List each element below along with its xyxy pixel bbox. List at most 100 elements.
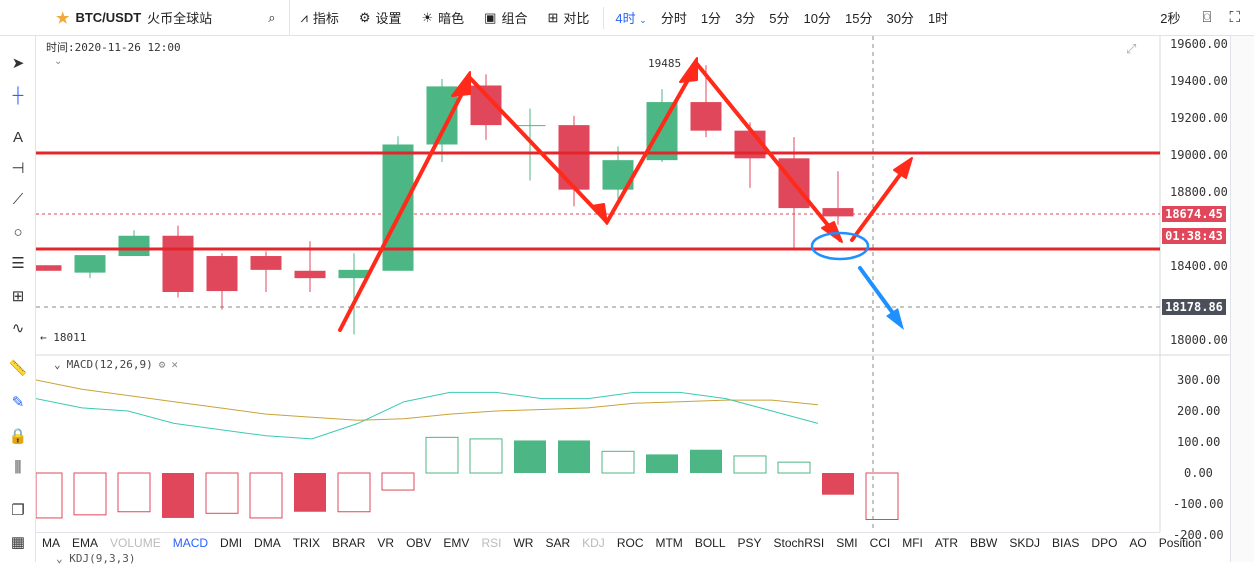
macd-tick: 100.00	[1177, 435, 1221, 449]
indicator-tab-skdj[interactable]: SKDJ	[1009, 536, 1041, 550]
brush-icon[interactable]: ✎	[11, 394, 25, 411]
indicators-button[interactable]: ⩘ 指标	[290, 0, 348, 35]
indicator-tab-dma[interactable]: DMA	[254, 536, 281, 550]
interval-4h[interactable]: 4时 ⌄	[608, 8, 653, 27]
star-icon[interactable]: ★	[56, 9, 70, 27]
candle-body	[690, 102, 722, 131]
chart-canvas[interactable]	[36, 36, 1230, 532]
indicator-tab-vr[interactable]: VR	[377, 536, 395, 550]
lock-icon[interactable]: 🔒	[8, 428, 28, 445]
cursor-arrow-icon[interactable]: ➤	[11, 55, 25, 72]
indicator-tab-bbw[interactable]: BBW	[970, 536, 998, 550]
kdj-legend: ⌄ KDJ(9,3,3)	[56, 552, 135, 565]
macd-histogram-bar	[469, 438, 503, 474]
chevron-down-icon[interactable]: ⌄	[54, 358, 61, 371]
crosshair-icon[interactable]: ┼	[12, 86, 24, 104]
interval-timeline[interactable]: 分时	[660, 11, 687, 26]
price-tick: 19200.00	[1170, 111, 1228, 125]
price-tick: 18800.00	[1170, 185, 1228, 199]
macd-histogram-bar	[294, 473, 326, 512]
macd-tick: 0.00	[1184, 466, 1213, 480]
copy-icon[interactable]: ❐	[11, 502, 25, 519]
macd-dea-line	[36, 379, 819, 421]
indicator-tab-sar[interactable]: SAR	[545, 536, 571, 550]
indicator-tab-obv[interactable]: OBV	[406, 536, 432, 550]
text-tool-icon[interactable]: A	[12, 128, 23, 146]
indicator-tab-boll[interactable]: BOLL	[694, 536, 726, 550]
indicator-tab-stochrsi[interactable]: StochRSI	[773, 536, 825, 550]
parallel-lines-icon[interactable]: ☰	[11, 255, 25, 272]
trend-line-icon[interactable]: ⟋	[12, 190, 24, 208]
interval-1m[interactable]: 1分	[700, 11, 722, 26]
candles-icon[interactable]: ⫼	[14, 458, 22, 476]
indicator-tab-psy[interactable]: PSY	[737, 536, 762, 550]
indicator-tab-atr[interactable]: ATR	[934, 536, 959, 550]
collapse-chevron-icon[interactable]: ⌄	[54, 56, 63, 67]
countdown-badge: 01:38:43	[1162, 228, 1226, 244]
indicator-tab-mfi[interactable]: MFI	[902, 536, 923, 550]
indicator-tab-macd[interactable]: MACD	[172, 536, 209, 550]
indicator-tab-wr[interactable]: WR	[513, 536, 534, 550]
macd-histogram-bar	[205, 472, 239, 514]
macd-histogram-bar	[514, 440, 546, 473]
interval-1h[interactable]: 1时	[927, 11, 949, 26]
refresh-rate[interactable]: 2秒	[1160, 11, 1181, 26]
close-icon[interactable]: ✕	[171, 358, 178, 371]
interval-10m[interactable]: 10分	[803, 11, 831, 26]
high-price-label: 19485	[648, 57, 682, 70]
interval-5m[interactable]: 5分	[769, 11, 790, 26]
arrowhead-2	[591, 203, 608, 225]
layout-button[interactable]: ▣ 组合	[474, 0, 537, 35]
indicator-tab-cci[interactable]: CCI	[869, 536, 891, 550]
ruler-icon[interactable]: 📏	[8, 360, 28, 377]
macd-histogram-bar	[777, 461, 811, 474]
indicator-tab-roc[interactable]: ROC	[616, 536, 644, 550]
chevron-down-icon[interactable]: ⌄	[56, 552, 70, 565]
datetime-label: 时间:2020-11-26 12:00	[46, 41, 181, 54]
settings-button[interactable]: ⚙ 设置	[349, 0, 412, 35]
indicator-tab-brar[interactable]: BRAR	[332, 536, 366, 550]
indicator-tab-bias[interactable]: BIAS	[1052, 536, 1080, 550]
indicator-tab-smi[interactable]: SMI	[836, 536, 858, 550]
symbol-name: BTC/USDT	[75, 10, 142, 25]
indicator-tab-ao[interactable]: AO	[1129, 536, 1147, 550]
macd-histogram-bar	[733, 455, 767, 474]
wave-tool-icon[interactable]: ∿	[11, 320, 25, 337]
symbol-selector[interactable]: ★ BTC/USDT 火币全球站 ⌕	[0, 0, 291, 35]
indicator-tab-dpo[interactable]: DPO	[1091, 536, 1118, 550]
down-arrow-line	[858, 266, 900, 322]
dark-mode-button[interactable]: ☀ 暗色	[412, 0, 475, 35]
camera-icon[interactable]: ⌼	[1202, 9, 1212, 26]
indicator-tab-trix[interactable]: TRIX	[292, 536, 321, 550]
price-tick: 18000.00	[1170, 333, 1228, 347]
macd-histogram-bar	[249, 472, 283, 519]
indicator-tab-mtm[interactable]: MTM	[655, 536, 683, 550]
search-icon[interactable]: ⌕	[268, 9, 276, 25]
expand-pane-icon[interactable]: ⤢	[1126, 41, 1137, 56]
chart-icon: ⩘	[300, 9, 308, 25]
arrowhead-3	[679, 57, 698, 83]
indicator-tab-kdj[interactable]: KDJ	[582, 536, 605, 550]
macd-histogram-bar	[381, 472, 415, 491]
indicator-tab-volume[interactable]: VOLUME	[110, 536, 161, 550]
exchange-name: 火币全球站	[147, 11, 213, 26]
indicator-tab-ema[interactable]: EMA	[72, 536, 99, 550]
indicator-tab-rsi[interactable]: RSI	[481, 536, 502, 550]
indicator-tab-position[interactable]: Position	[1158, 536, 1202, 550]
calendar-icon[interactable]: ▦	[10, 534, 26, 551]
macd-histogram-bar	[865, 472, 899, 520]
price-tick: 19400.00	[1170, 74, 1228, 88]
indicator-tab-ma[interactable]: MA	[42, 536, 60, 550]
interval-15m[interactable]: 15分	[845, 11, 873, 26]
horizontal-line-icon[interactable]: ⊣	[11, 160, 25, 177]
compare-button[interactable]: ⊞ 对比	[537, 0, 599, 35]
gear-icon[interactable]: ⚙	[158, 358, 166, 371]
interval-30m[interactable]: 30分	[886, 11, 914, 26]
grid-tool-icon[interactable]: ⊞	[11, 288, 25, 305]
indicator-tab-emv[interactable]: EMV	[443, 536, 470, 550]
indicator-tab-dmi[interactable]: DMI	[220, 536, 243, 550]
candle-body	[250, 256, 282, 270]
fullscreen-icon[interactable]: ⛶	[1229, 9, 1240, 26]
circle-tool-icon[interactable]: ○	[13, 223, 23, 241]
interval-3m[interactable]: 3分	[735, 11, 756, 26]
